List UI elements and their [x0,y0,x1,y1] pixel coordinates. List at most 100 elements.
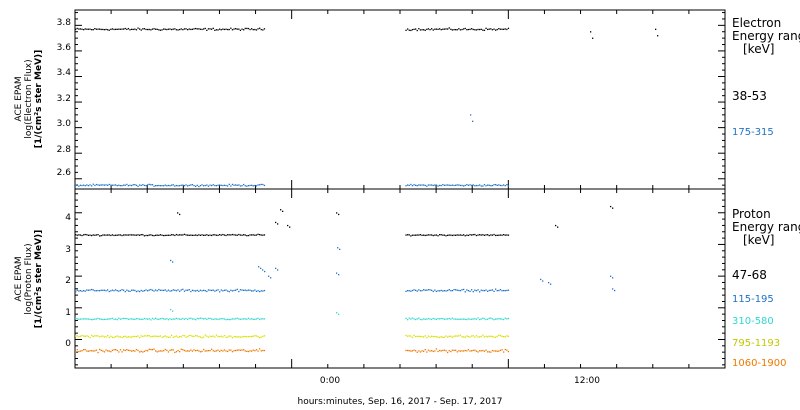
data-point [199,28,202,30]
data-point [134,318,136,320]
data-point [83,29,85,31]
data-point [107,350,109,352]
data-point [155,185,157,187]
data-point [175,317,178,320]
data-point [479,350,481,352]
data-point [91,234,93,237]
data-point [179,234,181,236]
data-point [183,290,186,292]
data-point [259,184,261,186]
data-point [474,233,476,236]
data-point [244,185,246,187]
data-point [99,336,101,338]
proton-legend-series-47-68: 47-68 [732,268,767,282]
data-point [451,317,454,319]
data-point [407,335,409,337]
data-point [153,28,155,30]
data-point [495,184,497,186]
data-point [118,336,120,338]
data-point [504,336,506,338]
data-point [612,277,614,279]
x-tick-label-0000: 0:00 [320,376,340,386]
data-point [461,289,463,291]
data-point [78,350,80,353]
proton-y-axis-title-line1: ACE EPAM [14,256,24,301]
data-point [212,350,214,352]
data-point [490,234,492,236]
data-point [506,184,508,186]
data-point [225,319,227,321]
data-point [148,183,150,185]
data-point [171,290,173,292]
data-point [408,29,410,31]
data-point [97,234,99,236]
data-point [542,280,544,282]
data-point [198,185,200,188]
data-point [488,335,490,337]
data-point [259,290,261,293]
data-point [183,318,186,320]
proton-legend-subtitle: Energy ranges [732,220,800,234]
data-point [94,318,96,320]
data-point [429,29,431,31]
data-point [84,185,86,187]
data-point [127,336,130,338]
data-point [129,336,131,338]
data-point [177,234,179,236]
data-point [448,184,450,186]
data-point [407,290,409,292]
data-point [116,28,118,30]
data-point [76,349,78,351]
data-point [415,336,417,338]
data-point [263,184,266,187]
data-point [134,234,136,236]
data-point [498,234,500,236]
data-point [431,335,433,337]
data-point [431,350,433,352]
data-point [110,234,112,237]
data-point [139,234,141,236]
data-point [163,289,165,292]
data-point [498,184,500,186]
data-point [99,235,101,237]
data-point [100,289,102,291]
data-point [222,184,224,187]
data-point [506,234,508,236]
data-point [254,350,256,352]
data-point [204,290,206,292]
data-point [260,290,262,292]
data-point [247,234,250,237]
data-point [76,335,78,337]
data-point [127,185,130,187]
data-point [423,336,425,338]
data-point [166,318,168,320]
data-point [421,234,423,236]
data-point [159,350,162,352]
data-point [440,289,442,292]
data-point [246,350,248,352]
data-point [214,336,216,338]
data-point [453,29,455,31]
data-point [487,234,489,236]
data-point [257,336,259,338]
electron-y-tick-label: 2.6 [57,168,72,178]
data-point [175,29,178,31]
data-point [466,335,468,337]
data-point [166,234,168,236]
electron-y-tick-label: 3.0 [57,119,72,129]
data-point [191,234,194,236]
data-point [487,184,489,186]
data-point [251,318,253,320]
data-point [236,234,238,236]
data-point [482,289,484,292]
data-point [255,185,258,187]
data-point [464,27,466,30]
data-point [179,185,181,187]
data-point [244,289,246,291]
electron-y-axis-title-line2: log(Electron Flux) [24,59,34,138]
data-points [75,27,659,354]
data-point [94,234,96,236]
data-point [419,184,422,186]
data-point [201,317,203,320]
data-point [458,234,460,236]
